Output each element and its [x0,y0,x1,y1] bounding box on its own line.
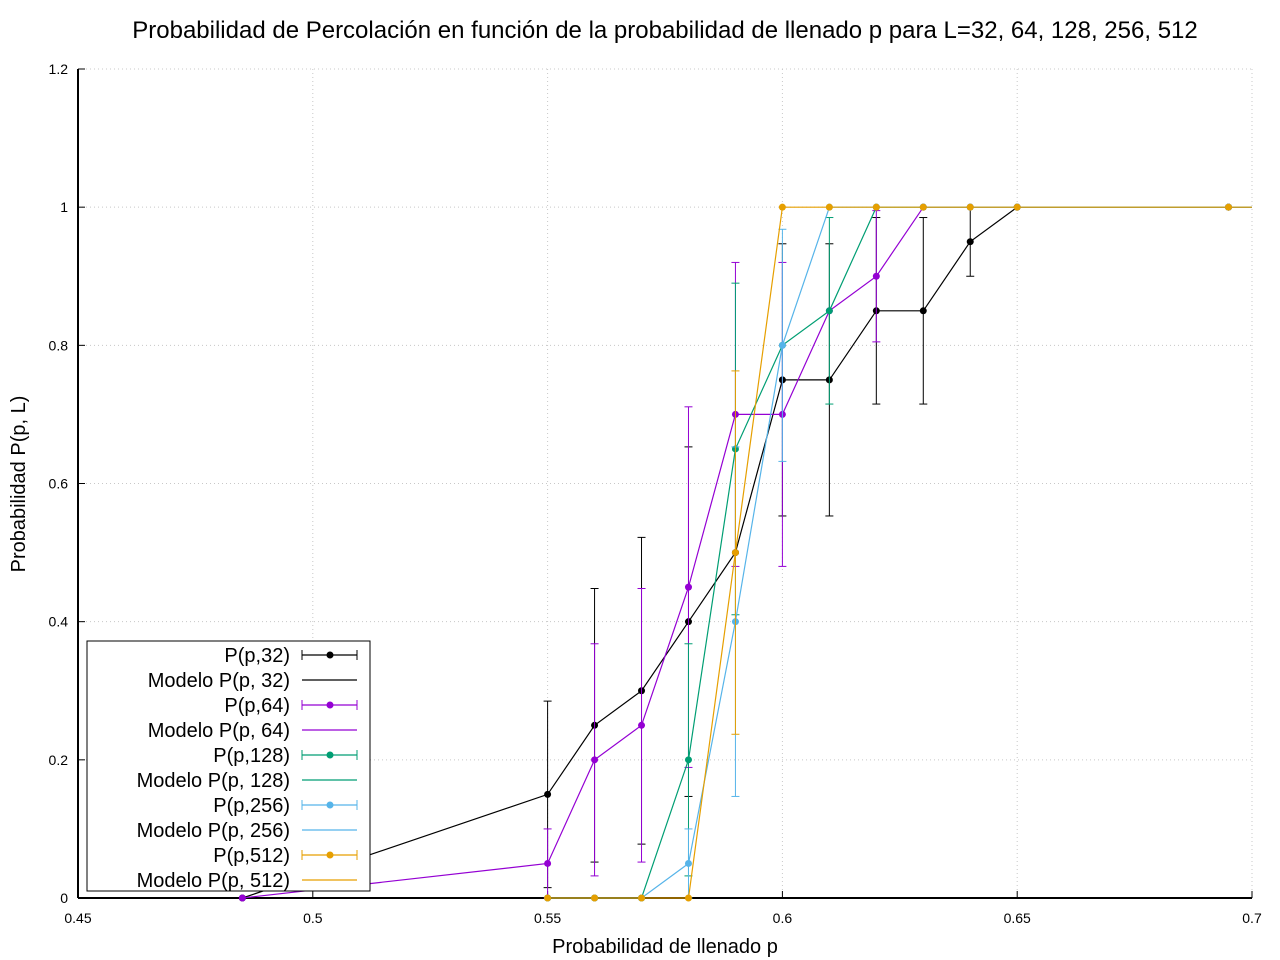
data-point [825,307,833,315]
legend: P(p,32) Modelo P(p, 32) P(p,64) Modelo P(p,… [86,640,371,892]
data-point [778,203,786,211]
data-point [591,894,599,902]
legend-swatch-point [326,651,334,659]
data-point [684,894,692,902]
legend-entry-model: Modelo P(p, 64) [148,720,290,742]
data-point [919,203,927,211]
x-tick-label: 0.55 [534,910,561,926]
data-point [966,238,974,246]
data-point [684,583,692,591]
y-tick-label: 0.4 [49,614,69,630]
y-tick-label: 0.2 [49,752,69,768]
data-point [238,894,246,902]
data-point [731,549,739,557]
y-tick-label: 0 [60,890,68,906]
data-point [638,894,646,902]
data-point [544,790,552,798]
legend-entry-data: P(p,128) [213,745,290,767]
series-3 [544,203,1252,902]
y-tick-label: 0.6 [49,476,69,492]
legend-entry-data: P(p,512) [213,845,290,867]
data-point [825,203,833,211]
legend-entry-model: Modelo P(p, 32) [148,670,290,692]
data-point [544,894,552,902]
chart-title: Probabilidad de Percolación en función d… [132,17,1197,44]
y-tick-label: 1 [60,199,68,215]
data-point [684,859,692,867]
legend-swatch-point [326,701,334,709]
data-point [872,203,880,211]
legend-entry-data: P(p,32) [224,645,290,667]
legend-entry-model: Modelo P(p, 256) [137,820,290,842]
data-point [919,307,927,315]
x-tick-label: 0.6 [773,910,793,926]
x-tick-label: 0.5 [303,910,323,926]
data-point [1013,203,1021,211]
data-point [544,859,552,867]
data-point [684,756,692,764]
data-point [966,203,974,211]
data-point [1225,203,1233,211]
x-axis-label: Probabilidad de llenado p [552,936,778,958]
legend-swatch-point [326,751,334,759]
legend-entry-model: Modelo P(p, 128) [137,770,290,792]
legend-entry-data: P(p,256) [213,795,290,817]
series-4 [544,203,1252,902]
series-1 [238,203,1252,902]
series-0 [238,203,1252,902]
y-tick-label: 0.8 [49,337,69,353]
legend-box [86,640,371,892]
x-tick-label: 0.45 [64,910,91,926]
data-point [638,721,646,729]
data-point [872,272,880,280]
series-group [238,203,1252,902]
x-tick-label: 0.7 [1242,910,1262,926]
model-line-0 [242,206,1252,899]
x-tick-label: 0.65 [1004,910,1031,926]
data-point [778,341,786,349]
legend-swatch-point [326,851,334,859]
data-point [591,756,599,764]
y-tick-label: 1.2 [49,61,69,77]
legend-entry-data: P(p,64) [224,695,290,717]
series-2 [544,203,1252,902]
legend-swatch-point [326,801,334,809]
y-axis-label: Probabilidad P(p, L) [8,396,30,573]
legend-entry-model: Modelo P(p, 512) [137,870,290,892]
